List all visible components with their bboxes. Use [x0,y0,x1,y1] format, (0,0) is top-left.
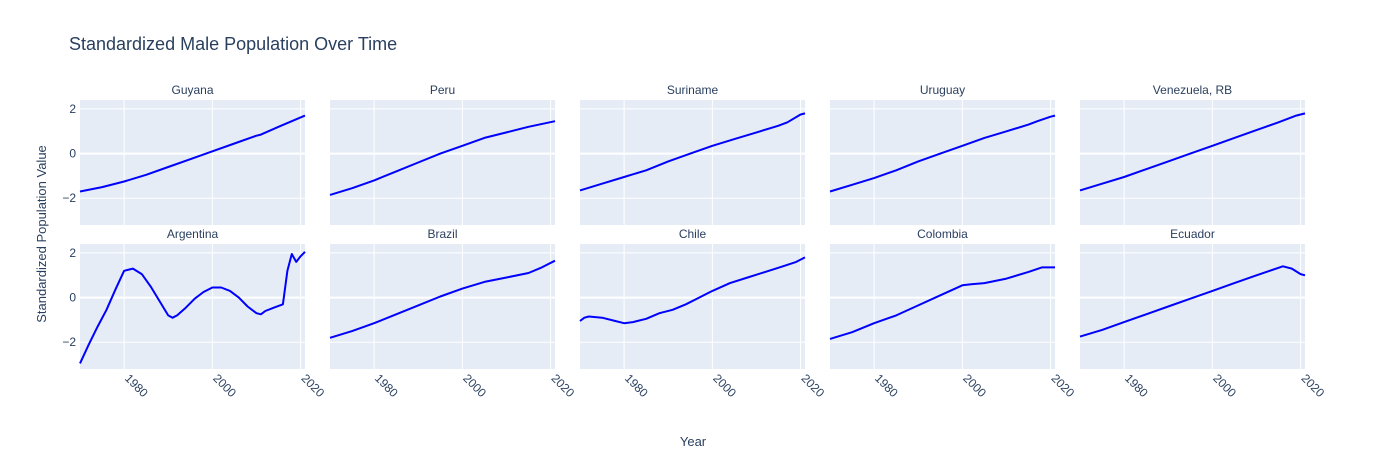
x-tick-label: 1980 [622,371,651,400]
y-tick-label: −2 [62,335,76,349]
x-tick-label: 1980 [122,371,151,400]
y-tick-label: 2 [69,102,76,116]
panel-chile: Chile 1980 2000 2020 [579,227,827,400]
plot-area [830,100,1055,225]
panel-uruguay: Uruguay [829,83,1056,225]
panel-peru: Peru [329,83,556,225]
panel-guyana: Guyana −2 0 2 [62,83,306,225]
series-line [829,114,1056,193]
plot-area [830,244,1055,369]
panel-title: Suriname [667,83,719,97]
panel-title: Ecuador [1170,227,1215,241]
x-tick-label: 2020 [798,371,827,400]
series-line [1079,265,1306,338]
plot-area [80,100,305,225]
x-tick-label: 2020 [1048,371,1077,400]
x-tick-label: 2000 [210,371,239,400]
x-tick-label: 1980 [872,371,901,400]
series-line [329,120,556,196]
y-tick-label: 0 [69,291,76,305]
y-tick-label: −2 [62,191,76,205]
chart-title: Standardized Male Population Over Time [69,34,397,54]
series-line [579,112,806,192]
series-line [1079,112,1306,192]
plot-area [330,100,555,225]
plot-area [330,244,555,369]
x-tick-label: 2020 [1298,371,1327,400]
plot-area [1080,244,1305,369]
y-tick-label: 0 [69,147,76,161]
x-tick-label: 1980 [1122,371,1151,400]
panel-title: Argentina [167,227,219,241]
series-line [829,266,1055,340]
x-tick-label: 1980 [372,371,401,400]
panels-group: Guyana −2 0 2 Peru Suriname Uruguay Venezuela, … [62,83,1327,400]
panel-venezuela-rb: Venezuela, RB [1079,83,1306,225]
x-tick-label: 2000 [710,371,739,400]
panel-colombia: Colombia 1980 2000 2020 [829,227,1077,400]
x-tick-label: 2000 [960,371,989,400]
panel-ecuador: Ecuador 1980 2000 2020 [1079,227,1327,400]
series-line [79,114,306,193]
y-tick-label: 2 [69,246,76,260]
panel-title: Guyana [171,83,213,97]
x-tick-label: 2000 [1210,371,1239,400]
x-tick-label: 2000 [460,371,489,400]
panel-title: Chile [679,227,707,241]
x-tick-label: 2020 [548,371,577,400]
x-tick-label: 2020 [298,371,327,400]
x-axis-label: Year [680,434,707,449]
panel-title: Colombia [917,227,968,241]
series-line [79,251,306,364]
plot-area [80,244,305,369]
plot-area [580,100,805,225]
panel-title: Venezuela, RB [1153,83,1232,97]
panel-suriname: Suriname [579,83,806,225]
y-axis-label: Standardized Population Value [34,145,49,323]
panel-title: Brazil [427,227,457,241]
panel-title: Uruguay [920,83,965,97]
panel-brazil: Brazil 1980 2000 2020 [329,227,577,400]
panel-argentina: Argentina −2 0 2 1980 2000 2020 [62,227,327,400]
series-line [579,256,806,325]
plot-area [580,244,805,369]
plot-area [1080,100,1305,225]
series-line [329,259,556,339]
panel-title: Peru [430,83,455,97]
